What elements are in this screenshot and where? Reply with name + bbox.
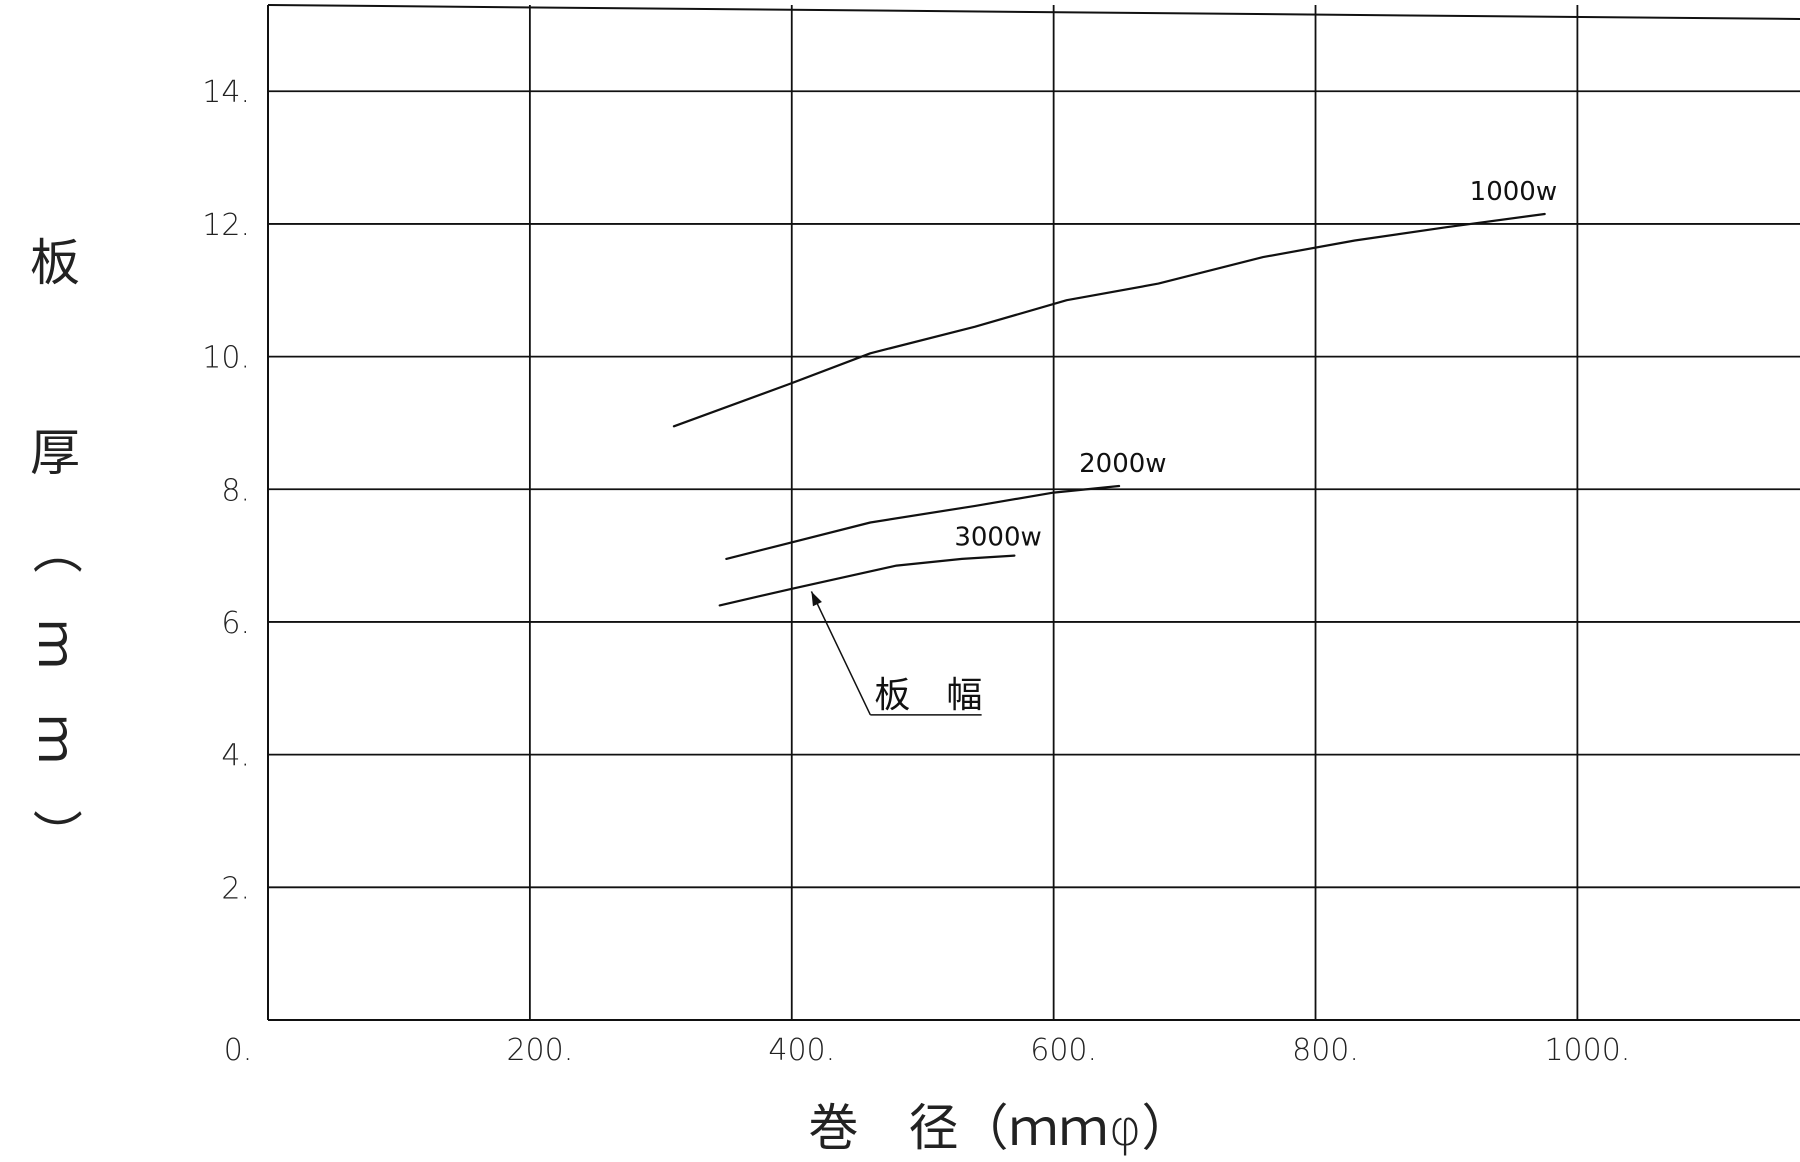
- series-line-1000w: [672, 212, 1546, 428]
- y-axis-title-char: 板: [30, 234, 80, 292]
- x-axis-title: 巻 径（ｍｍφ）: [809, 1099, 1192, 1157]
- plot-frame: [267, 4, 1800, 1021]
- series: 1000w 2000w 3000w: [672, 177, 1557, 607]
- y-tick-label: 8.: [221, 473, 250, 508]
- annotation: 板 幅: [810, 591, 982, 716]
- x-tick-label: 400.: [768, 1033, 835, 1068]
- y-axis-title-char: 厚: [30, 424, 80, 482]
- y-axis-title-char: ｍ: [27, 619, 85, 669]
- y-axis-title-char: ）: [27, 809, 85, 859]
- y-tick-label: 10.: [202, 341, 250, 376]
- y-axis-ticks: 0.2.4.6.8.10.12.14.: [202, 75, 250, 906]
- y-tick-label: 14.: [202, 75, 250, 110]
- y-tick-label: 2.: [221, 871, 250, 906]
- x-tick-label: 600.: [1030, 1033, 1097, 1068]
- y-tick-label: 12.: [202, 208, 250, 243]
- x-tick-label: 200.: [506, 1033, 573, 1068]
- x-tick-label: 800.: [1292, 1033, 1359, 1068]
- top-border: [267, 4, 1800, 20]
- grid: [268, 5, 1800, 1020]
- annotation-label: 板 幅: [874, 675, 982, 716]
- annotation-arrow: [810, 591, 872, 716]
- series-line-3000w: [718, 554, 1016, 607]
- y-axis-title: 板 厚 （ ｍｍ ）: [27, 234, 85, 859]
- y-axis-title-char: [30, 329, 80, 387]
- series-label-1000w: 1000w: [1470, 177, 1557, 207]
- series-label-3000w: 3000w: [954, 523, 1041, 553]
- y-tick-label: 4.: [221, 739, 250, 774]
- y-axis-title-char: ｍ: [27, 714, 85, 764]
- x-axis-ticks: 200. 400. 600. 800. 1000. 0.: [224, 1033, 1631, 1068]
- y-tick-label: 6.: [221, 606, 250, 641]
- series-label-2000w: 2000w: [1079, 449, 1166, 479]
- x-tick-label-origin: 0.: [224, 1033, 253, 1068]
- x-tick-label: 1000.: [1544, 1033, 1630, 1068]
- y-axis-title-char: （: [27, 524, 85, 574]
- series-line-2000w: [725, 484, 1121, 561]
- annotation-arrow-head: [811, 591, 822, 607]
